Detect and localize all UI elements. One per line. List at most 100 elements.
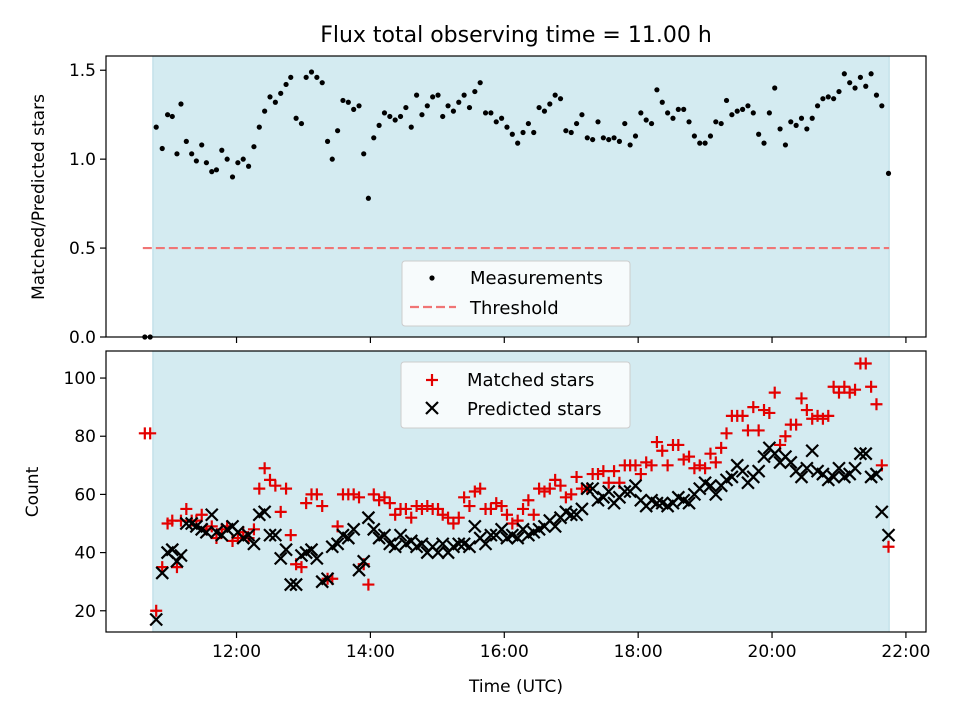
top-series-0 — [142, 69, 892, 340]
measurement-point — [798, 115, 805, 121]
measurement-point — [718, 120, 724, 127]
predicted-star-point — [628, 478, 643, 493]
bottom-legend: Matched stars Predicted stars — [400, 361, 631, 429]
predicted-star-point — [682, 496, 696, 510]
matched-star-point — [295, 561, 308, 574]
predicted-star-point — [356, 554, 371, 569]
measurement-point — [547, 101, 553, 107]
matched-star-point — [565, 488, 578, 501]
predicted-star-point — [341, 531, 356, 545]
legend-measurements-marker — [429, 275, 435, 281]
matched-star-point — [709, 456, 722, 469]
measurement-point — [638, 110, 644, 116]
measurement-point — [611, 135, 617, 141]
matched-star-point — [795, 392, 808, 405]
matched-star-point — [549, 473, 562, 486]
measurement-point — [825, 94, 831, 100]
matched-star-point — [608, 465, 621, 478]
matched-star-point — [527, 508, 540, 521]
matched-star-point — [715, 441, 728, 454]
measurement-point — [213, 167, 220, 173]
measurement-point — [729, 112, 735, 118]
measurement-point — [616, 138, 623, 144]
matched-star-point — [720, 427, 733, 440]
measurement-point — [466, 104, 473, 111]
measurement-point — [885, 170, 892, 176]
predicted-star-point — [415, 537, 429, 551]
measurement-point — [777, 126, 783, 132]
measurement-point — [283, 81, 289, 88]
matched-star-point — [741, 424, 754, 437]
measurement-point — [387, 113, 393, 120]
predicted-star-point — [149, 612, 163, 627]
matched-star-point — [832, 386, 845, 399]
x-tick-label: 14:00 — [346, 642, 395, 662]
measurement-point — [702, 140, 708, 146]
measurement-point — [831, 96, 837, 102]
matched-star-point — [264, 473, 276, 486]
measurement-point — [756, 131, 762, 137]
measurement-point — [397, 113, 404, 120]
x-tick-label: 18:00 — [614, 642, 663, 662]
measurement-point — [329, 156, 335, 162]
bottom-series-1 — [149, 441, 896, 627]
predicted-star-point — [858, 446, 873, 461]
predicted-star-point — [330, 537, 345, 551]
measurement-point — [531, 129, 537, 136]
predicted-star-point — [241, 528, 256, 542]
measurement-point — [643, 117, 649, 123]
measurement-point — [713, 119, 719, 125]
x-tick-label: 16:00 — [480, 642, 529, 662]
matched-star-point — [463, 500, 476, 513]
measurement-point — [809, 115, 815, 121]
predicted-star-point — [575, 502, 589, 516]
measurement-point — [557, 96, 564, 102]
predicted-star-point — [548, 519, 562, 534]
measurement-point — [365, 195, 371, 201]
matched-star-point — [258, 462, 271, 475]
measurement-point — [541, 108, 548, 114]
predicted-star-point — [725, 470, 739, 484]
measurement-point — [298, 120, 305, 127]
measurement-point — [278, 90, 284, 96]
predicted-star-point — [268, 528, 283, 542]
matched-star-point — [484, 502, 497, 515]
measurement-point — [324, 138, 331, 144]
matched-star-point — [367, 488, 380, 501]
bottom-y-tick-label: 80 — [74, 427, 96, 447]
measurement-point — [820, 96, 826, 102]
measurement-point — [456, 99, 462, 105]
measurement-point — [424, 103, 430, 109]
predicted-star-point — [320, 571, 335, 586]
predicted-star-point — [431, 545, 445, 560]
predicted-star-point — [388, 539, 402, 554]
predicted-star-point — [703, 478, 718, 493]
measurement-point — [445, 103, 451, 109]
measurement-point — [509, 131, 515, 137]
predicted-star-point — [165, 542, 180, 557]
measurement-point — [772, 85, 778, 91]
measurement-point — [203, 160, 210, 166]
measurement-point — [209, 169, 215, 175]
predicted-star-point — [832, 461, 846, 476]
matched-star-point — [790, 418, 803, 431]
measurement-point — [499, 115, 505, 121]
predicted-star-point — [174, 548, 188, 563]
matched-star-point — [495, 500, 508, 513]
measurement-point — [219, 147, 225, 153]
matched-star-point — [284, 529, 297, 542]
top-y-tick-label: 0.5 — [69, 239, 96, 259]
measurement-point — [229, 174, 236, 180]
x-tick-label: 20:00 — [748, 642, 797, 662]
matched-star-point — [500, 508, 513, 521]
matched-star-point — [300, 497, 313, 510]
matched-star-point — [269, 479, 282, 492]
measurement-point — [240, 156, 246, 162]
matched-star-point — [672, 438, 685, 451]
predicted-star-point — [853, 446, 868, 461]
matched-star-point — [870, 398, 883, 411]
top-y-axis-label: Matched/Predicted stars — [29, 94, 49, 300]
matched-star-point — [634, 468, 647, 481]
top-axes-frame — [105, 55, 927, 338]
matched-star-point — [170, 561, 183, 574]
